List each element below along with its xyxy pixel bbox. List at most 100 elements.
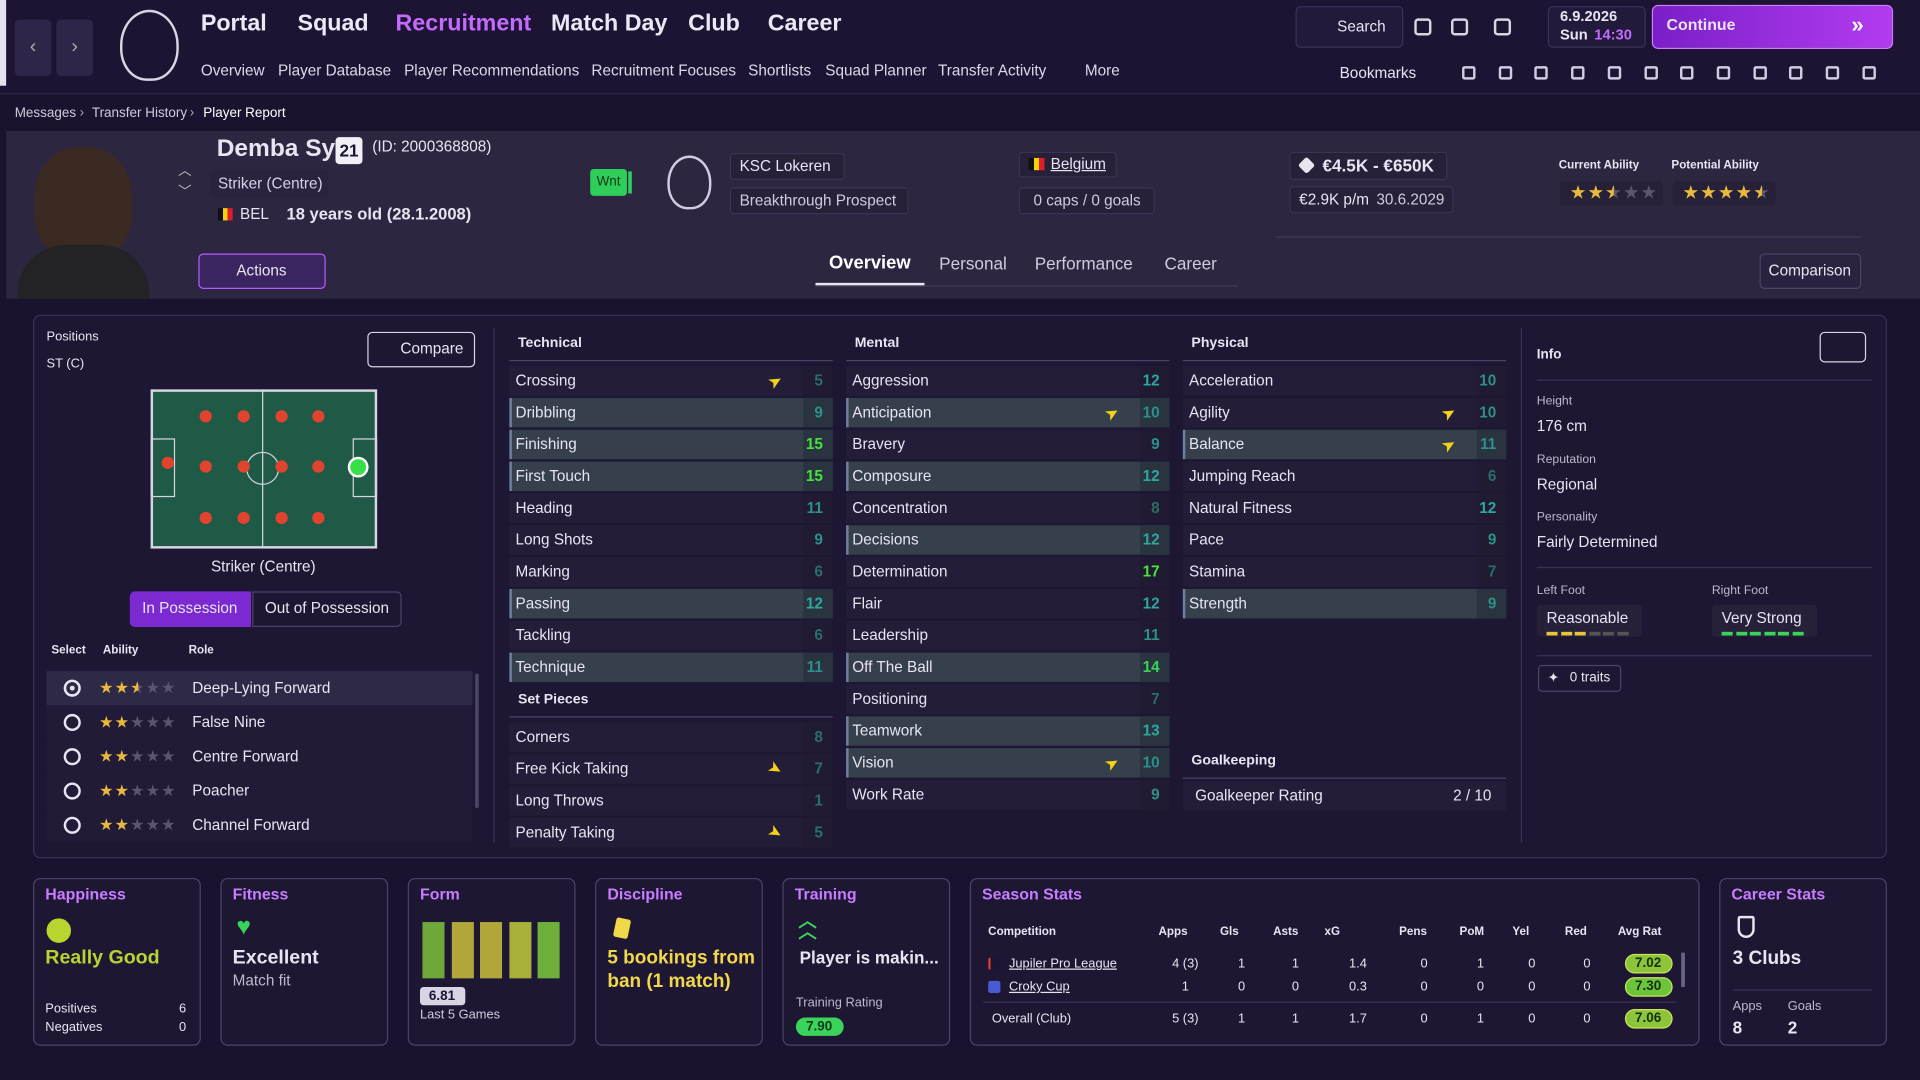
attribute-value-cell — [803, 493, 833, 523]
potential-ability-stars: ★★★★★ — [1682, 183, 1761, 203]
form-bar — [480, 922, 503, 979]
role-radio[interactable] — [63, 713, 81, 732]
attribute-name: Free Kick Taking — [515, 760, 629, 778]
competition-name[interactable]: Jupiler Pro League — [1008, 956, 1117, 971]
player-status: Wnt — [596, 174, 621, 190]
menu-item[interactable]: Career — [767, 11, 842, 37]
mode-tab-active[interactable] — [129, 591, 252, 627]
info-button[interactable] — [1819, 331, 1867, 363]
bookmark-icon[interactable] — [1571, 66, 1585, 80]
attribute-row — [846, 780, 1170, 810]
bookmark-icon[interactable] — [1534, 66, 1549, 80]
submenu-item[interactable]: Overview — [200, 62, 265, 80]
season-stat: 1 — [1291, 956, 1300, 971]
bookmarks[interactable]: Bookmarks — [1339, 64, 1417, 82]
attribute-value: 10 — [1142, 754, 1160, 772]
role-name: False Nine — [192, 713, 266, 731]
bookmark-icon[interactable] — [1789, 66, 1803, 80]
role-name: Channel Forward — [192, 816, 310, 834]
bookmark-icon[interactable] — [1752, 66, 1767, 80]
attribute-value-cell — [1140, 780, 1170, 810]
toolbar-icon[interactable] — [1414, 18, 1432, 36]
attribute-value-cell — [803, 557, 833, 587]
forward-button[interactable]: › — [56, 19, 94, 76]
traits-box[interactable] — [1537, 664, 1622, 692]
search-box[interactable] — [1295, 6, 1404, 48]
player-photo-head — [34, 146, 133, 260]
player-age: 18 years old (28.1.2008) — [286, 204, 472, 224]
tab[interactable]: Performance — [1034, 253, 1133, 274]
card-title: Form — [420, 884, 460, 904]
season-stat: 0 — [1528, 1011, 1536, 1027]
submenu-item[interactable]: Shortlists — [748, 62, 812, 80]
player-country[interactable]: Belgium — [1050, 155, 1106, 173]
attribute-name: Crossing — [515, 372, 576, 390]
attribute-value: 11 — [1480, 435, 1497, 453]
foot-box — [1711, 604, 1818, 637]
back-button[interactable]: ‹ — [14, 19, 52, 76]
attribute-row — [846, 429, 1170, 460]
attribute-row-key — [509, 588, 833, 619]
menu-item[interactable]: Match Day — [551, 11, 668, 37]
foot-bar — [1574, 631, 1586, 636]
tab[interactable]: Personal — [939, 253, 1007, 274]
menu-item[interactable]: Recruitment — [395, 11, 532, 37]
info-rule — [1536, 655, 1873, 657]
positives-value: 6 — [178, 1001, 187, 1017]
menu-item[interactable]: Squad — [297, 11, 369, 37]
role-radio[interactable] — [63, 782, 81, 800]
caps-box — [1018, 187, 1155, 215]
season-stat: 5 (3) — [1172, 1011, 1199, 1027]
section-rule — [1182, 360, 1507, 362]
submenu-item[interactable]: More — [1084, 62, 1120, 80]
actions-label: Actions — [236, 261, 287, 279]
submenu-item[interactable]: Player Database — [277, 62, 392, 80]
role-radio[interactable] — [63, 679, 81, 697]
player-club[interactable]: KSC Lokeren — [739, 157, 831, 175]
attribute-row — [509, 754, 833, 784]
toolbar-icon[interactable] — [1493, 18, 1512, 36]
attribute-name: Acceleration — [1188, 372, 1274, 390]
bookmark-icon[interactable] — [1498, 66, 1512, 80]
bookmark-icon[interactable] — [1680, 66, 1694, 80]
bookmark-icon[interactable] — [1716, 66, 1731, 80]
attribute-value: 6 — [814, 626, 823, 644]
submenu-item[interactable]: Recruitment Focuses — [591, 62, 737, 80]
attribute-name: Work Rate — [852, 785, 925, 804]
bookmark-icon[interactable] — [1643, 66, 1658, 80]
foot-bar — [1735, 631, 1747, 636]
attribute-row — [846, 588, 1170, 619]
actions-button[interactable] — [198, 253, 326, 289]
toolbar-icon[interactable] — [1451, 18, 1469, 36]
submenu-item[interactable]: Transfer Activity — [937, 62, 1047, 80]
bookmark-icon[interactable] — [1825, 66, 1840, 80]
submenu-item[interactable]: Player Recommendations — [404, 62, 580, 80]
menu-item[interactable]: Portal — [200, 11, 267, 37]
continue-button[interactable] — [1651, 4, 1894, 49]
tab[interactable]: Overview — [828, 252, 911, 274]
role-radio[interactable] — [63, 748, 81, 766]
attribute-value-cell — [803, 786, 833, 816]
role-radio[interactable] — [63, 816, 81, 834]
tab[interactable]: Career — [1164, 253, 1217, 274]
discipline-value: 5 bookings from ban (1 match) — [607, 947, 755, 992]
card-title: Season Stats — [982, 884, 1083, 904]
attribute-row — [1182, 525, 1507, 555]
bookmark-icon[interactable] — [1607, 66, 1621, 80]
menu-item[interactable]: Club — [688, 11, 740, 37]
attribute-value-cell — [803, 429, 833, 460]
compare-button[interactable] — [367, 331, 476, 368]
role-stars: ★★★★★ — [99, 679, 138, 696]
attribute-name: Teamwork — [852, 722, 923, 740]
info-rule — [1536, 566, 1873, 569]
comparison-button[interactable] — [1759, 253, 1862, 289]
attribute-name: Concentration — [852, 499, 948, 517]
mode-tab[interactable] — [252, 591, 402, 627]
bookmark-icon[interactable] — [1462, 66, 1476, 80]
breadcrumb-item[interactable]: Transfer History — [91, 106, 188, 121]
competition-name[interactable]: Croky Cup — [1008, 979, 1070, 995]
submenu-item[interactable]: Squad Planner — [825, 62, 927, 80]
breadcrumb-item[interactable]: Messages — [14, 106, 77, 121]
role-stars-empty: ★★★★★ — [99, 678, 177, 697]
bookmark-icon[interactable] — [1862, 66, 1876, 80]
